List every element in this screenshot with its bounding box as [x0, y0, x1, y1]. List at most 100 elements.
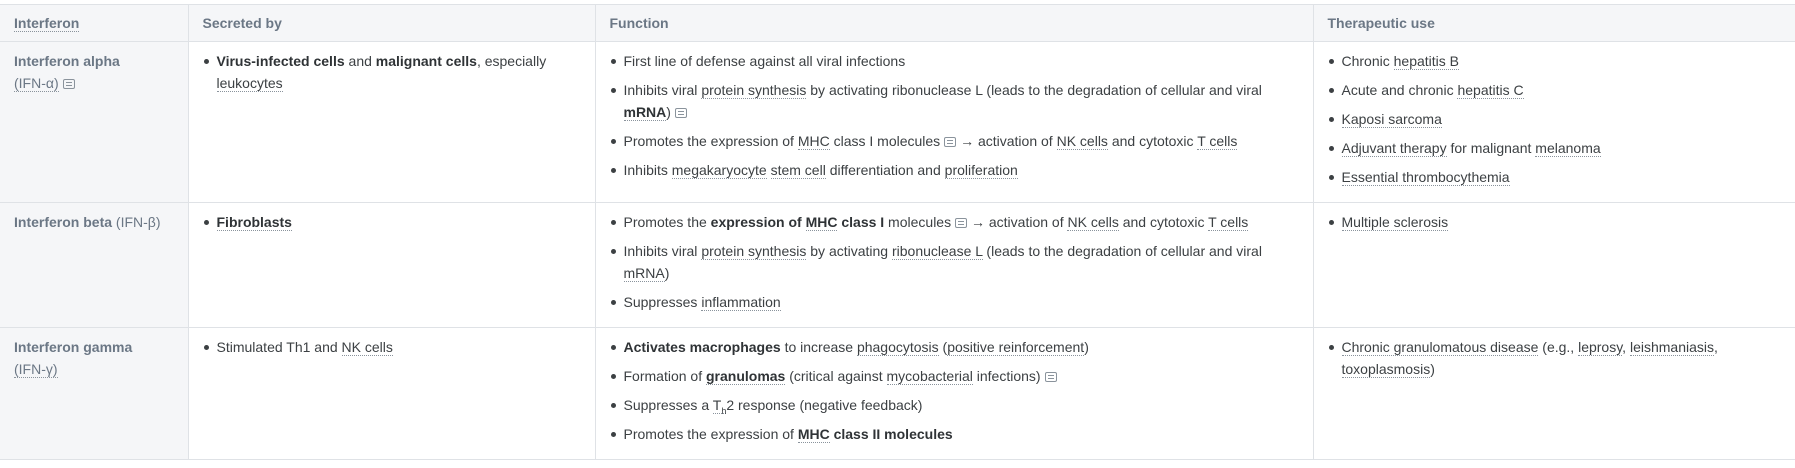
cell-function: First line of defense against all viral … — [594, 41, 1313, 203]
abbr-link[interactable]: (IFN-γ) — [14, 361, 58, 378]
text: and cytotoxic — [1107, 133, 1198, 149]
term-link[interactable]: Th — [712, 397, 727, 416]
term-link[interactable]: positive reinforcement — [947, 339, 1085, 356]
cell-secreted-by: Fibroblasts — [187, 202, 595, 328]
note-icon[interactable] — [674, 108, 687, 118]
text: Inhibits viral — [623, 243, 702, 259]
term-link[interactable]: melanoma — [1535, 140, 1601, 157]
term-link[interactable]: hepatitis B — [1393, 53, 1460, 70]
term-link[interactable]: Kaposi sarcoma — [1341, 111, 1442, 128]
list-item: Stimulated Th1 and NK cells — [203, 336, 581, 358]
term-link[interactable]: protein synthesis — [701, 82, 807, 99]
row-head-interferon-alpha: Interferon alpha (IFN-α) — [0, 41, 188, 203]
term-link[interactable]: granulomas — [705, 368, 786, 385]
header-interferon-label[interactable]: Interferon — [14, 15, 80, 32]
text: , — [1622, 339, 1630, 355]
abbr-link[interactable]: (IFN-α) — [14, 75, 59, 92]
term-link[interactable]: leukocytes — [216, 75, 283, 92]
list-item: Suppresses a Th2 response (negative feed… — [610, 394, 1299, 416]
text: and cytotoxic — [1118, 214, 1209, 230]
list-item: Promotes the expression of MHC class I m… — [610, 211, 1299, 233]
text: for malignant — [1446, 140, 1536, 156]
term-link[interactable]: mRNA — [623, 104, 667, 121]
text: Suppresses a — [623, 397, 713, 413]
subscript: h — [721, 405, 727, 416]
text: molecules — [884, 214, 952, 230]
text: Suppresses — [623, 294, 702, 310]
term-link[interactable]: hepatitis C — [1457, 82, 1524, 99]
list-item: First line of defense against all viral … — [610, 50, 1299, 72]
term-link[interactable]: NK cells — [341, 339, 393, 356]
term-link[interactable]: T cells — [1197, 133, 1238, 150]
term-link[interactable]: Adjuvant therapy — [1341, 140, 1447, 157]
text: 2 response (negative feedback) — [726, 397, 923, 413]
text: Promotes the — [623, 214, 711, 230]
term-link[interactable]: Chronic granulomatous disease — [1341, 339, 1539, 356]
text: Acute and chronic — [1341, 82, 1458, 98]
text: Promotes the expression of — [623, 133, 798, 149]
list-item: Inhibits viral protein synthesis by acti… — [610, 240, 1299, 284]
text: Stimulated Th1 and — [216, 339, 342, 355]
text: (e.g., — [1538, 339, 1579, 355]
list-item: Fibroblasts — [203, 211, 581, 233]
list-item: Chronic hepatitis B — [1328, 50, 1782, 72]
term-link[interactable]: mycobacterial — [886, 368, 973, 385]
header-interferon: Interferon — [0, 4, 188, 42]
text: ) — [664, 265, 670, 281]
term-link[interactable]: leprosy — [1578, 339, 1623, 356]
cell-secreted-by: Virus-infected cells and malignant cells… — [187, 41, 595, 203]
term-link[interactable]: ribonuclease L — [891, 243, 983, 260]
bold-text: class I — [837, 214, 885, 230]
term-link[interactable]: megakaryocyte — [671, 162, 767, 179]
term-link[interactable]: MHC — [805, 214, 838, 231]
header-secreted-by: Secreted by — [187, 4, 595, 42]
text: ) — [666, 104, 671, 120]
row-title: Interferon gamma — [14, 339, 133, 355]
list-item: Promotes the expression of MHC class II … — [610, 423, 1299, 445]
cell-secreted-by: Stimulated Th1 and NK cells — [187, 327, 595, 460]
list-item: Acute and chronic hepatitis C — [1328, 79, 1782, 101]
cell-function: Activates macrophages to increase phagoc… — [594, 327, 1313, 460]
term-link[interactable]: toxoplasmosis — [1341, 361, 1431, 378]
bold-text: Virus-infected cells — [216, 53, 345, 69]
text: First line of defense against all viral … — [623, 53, 906, 69]
term-link[interactable]: NK cells — [1056, 133, 1108, 150]
text: infections) — [972, 368, 1041, 384]
list-item: Promotes the expression of MHC class I m… — [610, 130, 1299, 152]
cell-therapeutic-use: Multiple sclerosis — [1312, 202, 1795, 328]
text: Chronic — [1341, 53, 1394, 69]
term-link[interactable]: Essential thrombocythemia — [1341, 169, 1510, 186]
term-link[interactable]: Fibroblasts — [216, 214, 292, 231]
note-icon[interactable] — [62, 79, 75, 89]
list-item: Chronic granulomatous disease (e.g., lep… — [1328, 336, 1782, 380]
text: Inhibits viral — [623, 82, 702, 98]
term-link[interactable]: stem cell — [770, 162, 826, 179]
list-item: Adjuvant therapy for malignant melanoma — [1328, 137, 1782, 159]
term-link[interactable]: Multiple sclerosis — [1341, 214, 1449, 231]
term-link[interactable]: protein synthesis — [701, 243, 807, 260]
note-icon[interactable] — [944, 137, 957, 147]
list-item: Inhibits viral protein synthesis by acti… — [610, 79, 1299, 123]
text: (critical against — [785, 368, 887, 384]
note-icon[interactable] — [955, 218, 968, 228]
text: differentiation and — [825, 162, 945, 178]
term-link[interactable]: NK cells — [1067, 214, 1119, 231]
term-link[interactable]: mRNA — [623, 265, 665, 282]
term-link[interactable]: phagocytosis — [856, 339, 939, 356]
table-row-interferon-alpha: Interferon alpha (IFN-α) Virus-infected … — [0, 41, 1795, 203]
text: Inhibits — [623, 162, 672, 178]
term-link[interactable]: proliferation — [944, 162, 1018, 179]
term-link[interactable]: MHC — [797, 133, 830, 150]
text: → activation of — [956, 133, 1057, 149]
note-icon[interactable] — [1044, 372, 1057, 382]
term-link[interactable]: MHC — [797, 426, 830, 443]
term-link[interactable]: leishmaniasis — [1629, 339, 1714, 356]
term-link[interactable]: T cells — [1208, 214, 1249, 231]
row-title: Interferon alpha — [14, 53, 120, 69]
text: Promotes the expression of — [623, 426, 798, 442]
bold-text: class II molecules — [829, 426, 953, 442]
text: → activation of — [967, 214, 1068, 230]
term-link[interactable]: inflammation — [701, 294, 781, 311]
cell-therapeutic-use: Chronic granulomatous disease (e.g., lep… — [1312, 327, 1795, 460]
row-title: Interferon beta — [14, 214, 113, 230]
